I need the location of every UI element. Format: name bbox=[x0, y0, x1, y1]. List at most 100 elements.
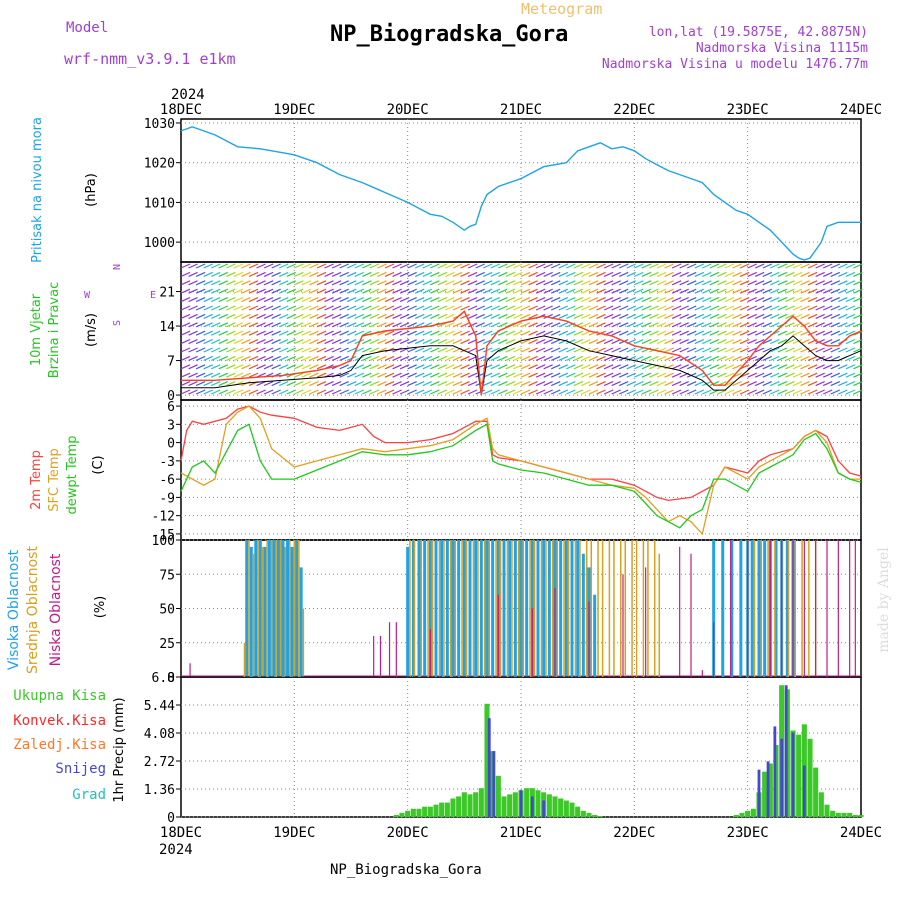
y-tick-label: 1010 bbox=[144, 196, 175, 211]
wind-barb bbox=[679, 330, 689, 336]
precip-bar bbox=[439, 802, 445, 817]
wind-barb bbox=[535, 347, 546, 353]
wind-barb bbox=[830, 330, 841, 336]
wind-barb bbox=[641, 364, 652, 370]
wind-barb bbox=[845, 305, 856, 311]
wind-barb bbox=[218, 330, 229, 336]
wind-barb bbox=[180, 322, 191, 328]
wind-barb bbox=[422, 355, 433, 361]
wind-barb bbox=[747, 280, 757, 286]
wind-barb bbox=[414, 263, 425, 269]
wind-barb bbox=[498, 313, 508, 319]
wind-barb bbox=[188, 355, 198, 361]
wind-barb bbox=[822, 339, 833, 345]
wind-barb bbox=[331, 305, 342, 311]
wind-barb bbox=[180, 347, 191, 353]
wind-barb bbox=[611, 288, 621, 294]
wind-barb bbox=[226, 389, 236, 395]
wind-barb bbox=[785, 271, 795, 277]
wind-barb bbox=[354, 355, 365, 361]
y-tick-label: 50 bbox=[159, 603, 175, 618]
x-tick-label-top: 18DEC bbox=[160, 102, 202, 118]
wind-barb bbox=[581, 372, 591, 378]
wind-barb bbox=[626, 288, 637, 294]
wind-barb bbox=[656, 330, 667, 336]
wind-barb bbox=[686, 288, 697, 294]
wind-barb bbox=[278, 330, 289, 336]
wind-barb bbox=[807, 305, 818, 311]
wind-barb bbox=[309, 389, 319, 395]
wind-barb bbox=[770, 297, 780, 303]
wind-barb bbox=[853, 364, 863, 370]
wind-barb bbox=[686, 330, 697, 336]
precip-bar bbox=[745, 810, 751, 817]
wind-barb bbox=[566, 313, 576, 319]
wind-barb bbox=[482, 297, 493, 303]
wind-barb bbox=[566, 288, 576, 294]
wind-barb bbox=[679, 313, 689, 319]
wind-barb bbox=[747, 389, 757, 395]
wind-barb bbox=[739, 271, 750, 277]
wind-barb bbox=[739, 330, 750, 336]
wind-barb bbox=[588, 364, 599, 370]
wind-barb bbox=[573, 305, 584, 311]
wind-barb bbox=[377, 355, 387, 361]
wind-barb bbox=[414, 355, 425, 361]
wind-barb bbox=[838, 389, 848, 395]
wind-barb bbox=[490, 263, 501, 269]
wind-barb bbox=[762, 355, 773, 361]
wind-barb bbox=[467, 347, 478, 353]
wind-barb bbox=[581, 389, 591, 395]
precip-bar bbox=[416, 808, 422, 817]
wind-barb bbox=[717, 355, 727, 361]
precip-bar bbox=[444, 802, 450, 817]
wind-barb bbox=[626, 381, 637, 387]
wind-barb bbox=[490, 322, 501, 328]
wind-barb bbox=[800, 280, 810, 286]
wind-barb bbox=[316, 313, 327, 319]
wind-ylabel-2: Brzina i Pravac bbox=[47, 282, 62, 379]
wind-barb bbox=[369, 372, 380, 378]
wind-barb bbox=[256, 297, 266, 303]
wind-barb bbox=[815, 330, 825, 336]
wind-barb bbox=[233, 263, 244, 269]
wind-barb bbox=[543, 372, 553, 378]
wind-barb bbox=[467, 330, 478, 336]
wind-barb bbox=[256, 305, 266, 311]
wind-barb bbox=[535, 305, 546, 311]
y-tick-label: 21 bbox=[159, 286, 175, 301]
wind-barb bbox=[445, 280, 455, 286]
wind-barb bbox=[294, 288, 304, 294]
wind-barb bbox=[316, 280, 327, 286]
wind-barb bbox=[671, 322, 682, 328]
wind-barb bbox=[558, 297, 569, 303]
wind-barb bbox=[792, 381, 803, 387]
wind-barb bbox=[679, 297, 689, 303]
precip-bar bbox=[813, 767, 819, 817]
wind-barb bbox=[513, 339, 523, 345]
wind-barb bbox=[188, 271, 198, 277]
precip-bar bbox=[473, 792, 479, 817]
wind-barb bbox=[301, 389, 312, 395]
wind-barb bbox=[611, 339, 621, 345]
wind-barb bbox=[226, 322, 236, 328]
wind-barb bbox=[815, 381, 825, 387]
wind-barb bbox=[649, 297, 659, 303]
wind-barb bbox=[316, 288, 327, 294]
wind-barb bbox=[686, 263, 697, 269]
wind-barb bbox=[301, 305, 312, 311]
wind-barb bbox=[309, 364, 319, 370]
wind-barb bbox=[195, 288, 206, 294]
x-tick-label-top: 24DEC bbox=[840, 102, 882, 118]
wind-barb bbox=[256, 381, 266, 387]
wind-barb bbox=[362, 288, 372, 294]
wind-barb bbox=[754, 305, 765, 311]
wind-barb bbox=[596, 389, 606, 395]
wind-barb bbox=[611, 271, 621, 277]
wind-barb bbox=[210, 297, 221, 303]
wind-barb bbox=[724, 305, 735, 311]
wind-barb bbox=[331, 355, 342, 361]
wind-barb bbox=[294, 381, 304, 387]
wind-barb bbox=[664, 339, 674, 345]
wind-barb bbox=[346, 322, 357, 328]
